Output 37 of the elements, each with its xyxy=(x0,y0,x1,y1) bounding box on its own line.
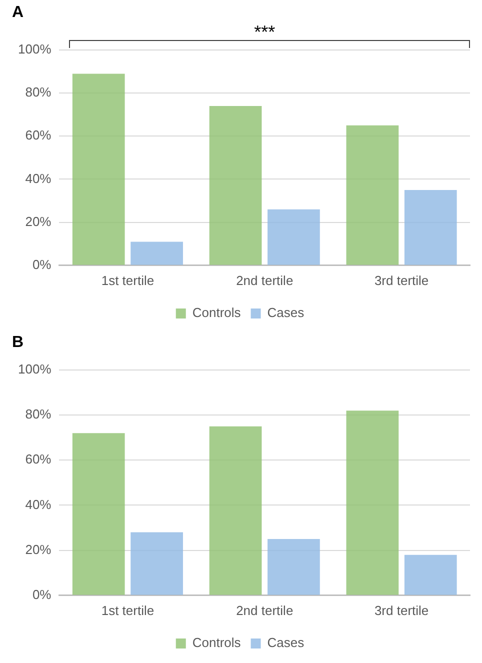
x-tick-label: 3rd tertile xyxy=(374,272,429,288)
y-tick-label: 20% xyxy=(25,542,52,557)
y-tick-label: 40% xyxy=(25,496,52,512)
y-tick-label: 0% xyxy=(32,586,52,602)
chart-title: B xyxy=(12,334,24,352)
x-tick-label: 2nd tertile xyxy=(236,602,294,618)
y-tick-label: 60% xyxy=(25,452,52,467)
bar xyxy=(268,209,320,265)
bar xyxy=(268,539,320,595)
y-tick-label: 80% xyxy=(25,406,52,422)
bar xyxy=(130,242,183,265)
y-tick-label: 80% xyxy=(25,84,52,100)
legend-label: Cases xyxy=(267,635,305,650)
bar xyxy=(404,190,457,265)
bar xyxy=(72,433,125,595)
text: *** xyxy=(253,22,276,43)
y-tick-label: 20% xyxy=(25,214,52,229)
y-tick-label: 100% xyxy=(18,362,52,377)
bar xyxy=(209,106,262,265)
legend-label: Controls xyxy=(192,305,242,320)
y-tick-label: 100% xyxy=(18,42,52,57)
bar xyxy=(72,74,125,265)
bar xyxy=(346,410,399,595)
x-tick-label: 1st tertile xyxy=(101,272,154,288)
legend-label: Controls xyxy=(192,635,242,650)
x-tick-label: 1st tertile xyxy=(101,602,154,618)
x-tick-label: 3rd tertile xyxy=(374,602,429,618)
chart-title: A xyxy=(12,4,24,22)
x-tick-label: 2nd tertile xyxy=(236,272,294,288)
bar xyxy=(130,532,183,595)
legend-label: Cases xyxy=(267,305,305,320)
y-tick-label: 40% xyxy=(25,170,52,186)
bar xyxy=(346,125,399,265)
y-tick-label: 0% xyxy=(32,256,52,272)
y-tick-label: 60% xyxy=(25,128,52,143)
bar xyxy=(404,554,457,595)
bar xyxy=(209,426,262,595)
